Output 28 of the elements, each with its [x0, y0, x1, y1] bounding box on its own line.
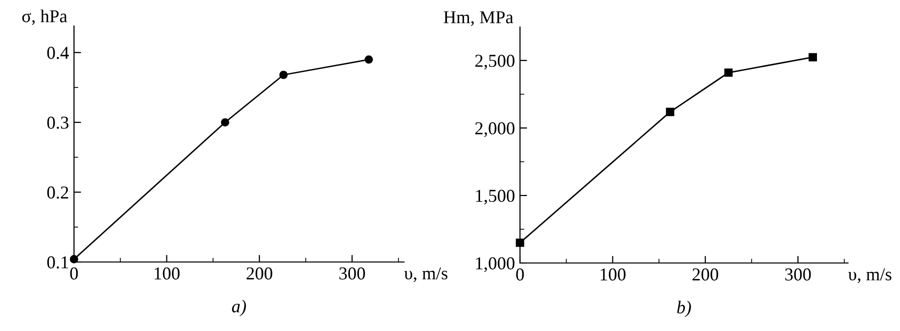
point	[364, 55, 373, 64]
y-axis-title: σ, hPa	[22, 10, 68, 25]
y-tick-label: 0.3	[47, 116, 68, 129]
y-tick-label: 0.2	[47, 186, 68, 199]
x-tick-label: 0	[70, 267, 78, 280]
text: a)	[232, 300, 246, 316]
y-tick-label: 2,500	[475, 54, 514, 70]
y-tick-label: 0.1	[47, 256, 68, 269]
text: b)	[677, 300, 691, 318]
y-tick-label: 0.4	[47, 46, 69, 60]
point	[724, 68, 733, 77]
y-tick-label: 2,000	[475, 122, 514, 138]
x-tick-label: 100	[600, 268, 626, 281]
point	[666, 108, 674, 116]
x-axis-title: υ, m/s	[404, 267, 448, 282]
x-tick-label: 300	[339, 267, 365, 280]
x-tick-label: 200	[692, 268, 718, 281]
point	[220, 118, 230, 127]
y-axis-title: Hm, MPa	[444, 11, 514, 26]
x-tick-label: 0	[516, 268, 524, 281]
x-tick-label: 100	[154, 267, 180, 280]
point	[279, 70, 288, 80]
x-tick-label: 200	[246, 267, 272, 280]
x-axis-title: υ, m/s	[848, 268, 892, 284]
point	[808, 53, 817, 62]
y-tick-label: 1,000	[476, 257, 514, 272]
x-tick-label: 300	[785, 268, 811, 281]
y-tick-label: 1,500	[476, 190, 514, 205]
